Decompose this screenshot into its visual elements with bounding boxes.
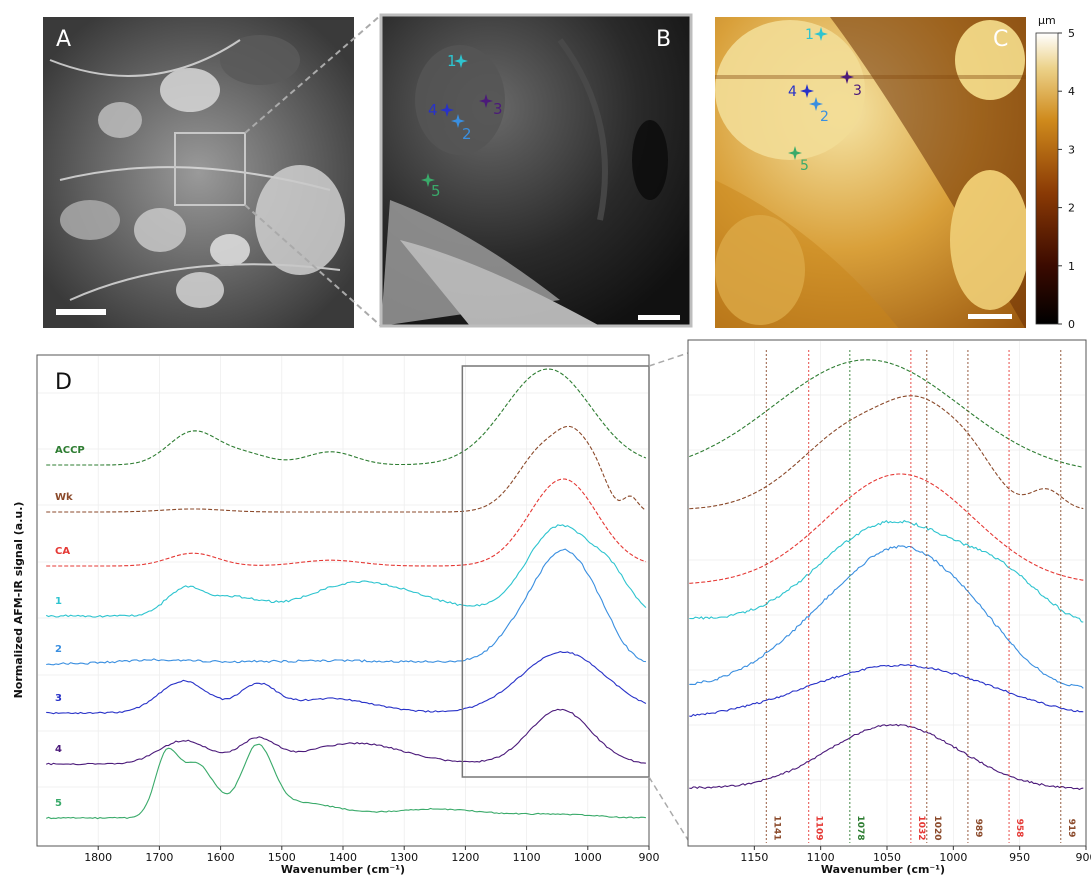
zoom-connector: [649, 777, 688, 840]
x-tick-label: 1150: [740, 851, 768, 864]
panel-d-label: D: [55, 370, 72, 395]
main-x-axis-label: Wavenumber (cm⁻¹): [281, 863, 405, 876]
panel-b-sem-image: B: [381, 15, 691, 326]
x-tick-label: 950: [1009, 851, 1030, 864]
peak-marker-label: 958: [1014, 819, 1024, 838]
zoom-x-axis-label: Wavenumber (cm⁻¹): [821, 863, 945, 876]
colorbar-tick-label: 0: [1068, 318, 1075, 331]
colorbar-tick-label: 5: [1068, 27, 1075, 40]
series-label: 4: [55, 744, 62, 755]
x-tick-label: 1800: [84, 851, 112, 864]
x-tick-label: 1200: [451, 851, 479, 864]
x-tick-label: 1000: [574, 851, 602, 864]
x-tick-label: 900: [639, 851, 660, 864]
x-tick-label: 1700: [145, 851, 173, 864]
peak-marker-label: 919: [1066, 819, 1076, 838]
point-label: 3: [493, 100, 503, 118]
x-tick-label: 1100: [513, 851, 541, 864]
series-label: CA: [55, 546, 70, 557]
series-label: 5: [55, 798, 62, 809]
zoom-connector: [649, 353, 688, 366]
panel-a-sem-image: A: [43, 17, 354, 328]
series-label: 3: [55, 693, 62, 704]
x-tick-label: 900: [1076, 851, 1091, 864]
peak-marker-label: 1109: [814, 815, 824, 840]
point-label: 4: [428, 101, 438, 119]
panel-b-label: B: [656, 27, 671, 52]
peak-marker-label: 1078: [855, 815, 865, 840]
peak-marker-label: 1020: [932, 815, 942, 840]
x-tick-label: 1600: [207, 851, 235, 864]
peak-marker-label: 1032: [916, 815, 926, 840]
point-label: 5: [431, 182, 441, 200]
point-label: 1: [805, 27, 814, 43]
series-label: 2: [55, 644, 62, 655]
peak-marker-label: 1141: [771, 815, 781, 840]
colorbar-unit: µm: [1038, 14, 1056, 27]
y-axis-label: Normalized AFM-IR signal (a.u.): [12, 502, 25, 699]
colorbar-tick-label: 1: [1068, 260, 1075, 273]
colorbar-tick-label: 3: [1068, 143, 1075, 156]
series-label: 1: [55, 596, 62, 607]
point-label: 3: [853, 83, 862, 99]
point-label: 2: [462, 125, 472, 143]
panel-a-label: A: [56, 27, 71, 52]
point-label: 4: [788, 84, 797, 100]
colorbar-tick-label: 2: [1068, 202, 1075, 215]
series-label: ACCP: [55, 445, 85, 456]
point-label: 1: [447, 52, 457, 70]
panel-c-afm-topography: C: [715, 17, 1030, 330]
panel-c-label: C: [993, 27, 1008, 52]
colorbar-tick-label: 4: [1068, 85, 1075, 98]
peak-marker-label: 989: [973, 819, 983, 838]
height-colorbar: µm 0 1 2 3 4 5: [1036, 14, 1075, 331]
series-label: Wk: [55, 492, 73, 503]
point-label: 2: [820, 109, 829, 125]
point-label: 5: [800, 158, 809, 174]
